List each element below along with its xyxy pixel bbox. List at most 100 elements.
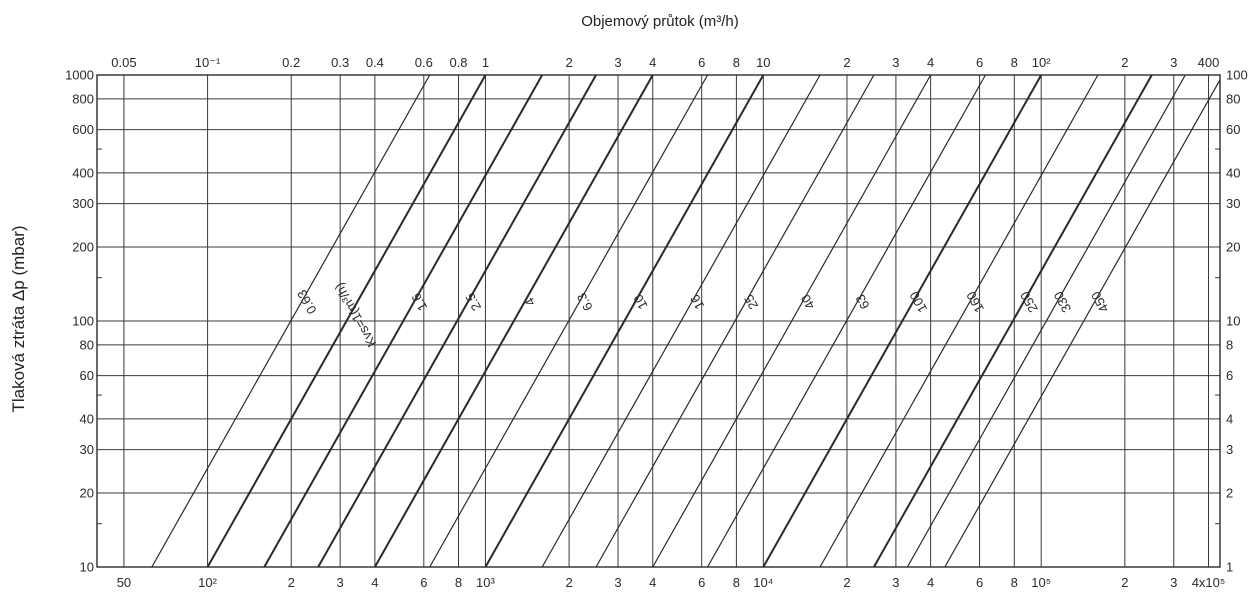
x-top-tick-label: 10⁻¹ [195,55,221,70]
y-left-tick-label: 80 [80,337,94,352]
kvs-label-450: 450 [1088,289,1112,315]
x-top-tick-label: 400 [1198,55,1220,70]
x-bottom-tick-label: 4x10⁵ [1192,575,1226,590]
x-bottom-tick-label: 10⁵ [1031,575,1051,590]
x-top-tick-label: 2 [565,55,572,70]
y-right-tick-label: 1 [1226,560,1233,575]
y-right-tick-label: 60 [1226,122,1240,137]
y-left-tick-label: 10 [80,560,94,575]
kvs-label-100: 100 [906,289,930,315]
kvs-line-0-63 [151,74,431,568]
y-left-tick-label: 800 [72,91,94,106]
grid [96,74,1221,568]
kvs-line-330 [906,74,1186,568]
y-left-tick-label: 60 [80,368,94,383]
x-top-tick-label: 0.2 [282,55,300,70]
x-top-tick-label: 0.8 [449,55,467,70]
tick-labels: 10 20 30 40 60 80 100 200 300 400 600 800 1000 1 2 3 4 6 8… [65,55,1248,590]
kvs-line-16 [541,74,821,568]
y-left-tick-label: 200 [72,239,94,254]
kvs-line-250 [873,74,1153,568]
kvs-line-4 [374,74,654,568]
kvs-line-10 [484,74,765,568]
kvs-line-160 [819,74,1099,568]
y-left-tick-label: 400 [72,165,94,180]
y-left-tick-label: 300 [72,196,94,211]
kvs-label-1-6: 1.6 [408,290,430,313]
x-bottom-tick-label: 10⁴ [753,575,773,590]
x-bottom-tick-label: 2 [843,575,850,590]
x-bottom-tick-label: 6 [698,575,705,590]
x-top-tick-label: 0.6 [415,55,433,70]
y-right-tick-label: 10 [1226,314,1240,329]
y-left-tick-label: 600 [72,122,94,137]
kvs-label-0-63: 0.63 [294,287,320,316]
kvs-label-10: 10 [630,292,650,312]
x-top-tick-label: 10 [756,55,770,70]
kvs-lines: 0.63 Kvs=1(m³/h) 1.6 2.5 4 6.3 10 16 25 40 63 100 16… [151,74,1221,568]
x-bottom-tick-label: 6 [976,575,983,590]
x-bottom-tick-label: 4 [927,575,934,590]
x-bottom-tick-label: 8 [733,575,740,590]
kvs-label-40: 40 [798,292,818,312]
x-bottom-tick-label: 10³ [476,575,495,590]
x-top-tick-label: 0.3 [331,55,349,70]
x-bottom-tick-label: 4 [371,575,378,590]
x-bottom-tick-label: 2 [565,575,572,590]
y-left-tick-label: 30 [80,442,94,457]
kvs-label-6-3: 6.3 [574,290,596,313]
x-top-tick-label: 10² [1032,55,1051,70]
x-top-tick-label: 1 [482,55,489,70]
kvs-line-40 [652,74,932,568]
y-right-tick-label: 4 [1226,411,1233,426]
y-right-tick-label: 3 [1226,442,1233,457]
kvs-label-160: 160 [963,289,987,315]
y-right-tick-label: 6 [1226,368,1233,383]
y-left-tick-label: 100 [72,314,94,329]
y-right-tick-label: 80 [1226,91,1240,106]
x-top-tick-label: 8 [733,55,740,70]
x-top-tick-label: 2 [1121,55,1128,70]
x-top-tick-label: 4 [927,55,934,70]
x-top-tick-label: 0.05 [111,55,136,70]
x-top-tick-label: 4 [649,55,656,70]
y-right-tick-label: 2 [1226,485,1233,500]
x-bottom-tick-label: 10² [198,575,217,590]
kvs-line-6-3 [429,74,709,568]
y-right-tick-label: 40 [1226,165,1240,180]
kvs-label-16: 16 [687,292,707,312]
x-bottom-tick-label: 3 [337,575,344,590]
kvs-label-4: 4 [522,295,539,309]
x-bottom-tick-label: 2 [1121,575,1128,590]
kvs-label-63: 63 [852,292,872,312]
x-bottom-tick-label: 3 [892,575,899,590]
x-top-tick-label: 2 [843,55,850,70]
kvs-line-1-6 [263,74,544,568]
y-axis-title: Tlaková ztráta Δp (mbar) [9,225,28,412]
chart-title: Objemový průtok (m³/h) [581,13,739,30]
plot-frame [96,74,1221,568]
kvs-line-1 [206,74,487,568]
kvs-label-330: 330 [1051,289,1075,315]
x-top-tick-label: 6 [976,55,983,70]
x-top-tick-label: 3 [1170,55,1177,70]
x-top-tick-label: 0.4 [366,55,384,70]
x-bottom-tick-label: 8 [455,575,462,590]
x-bottom-tick-label: 3 [614,575,621,590]
y-right-tick-label: 20 [1226,239,1240,254]
x-bottom-tick-label: 4 [649,575,656,590]
x-bottom-tick-label: 8 [1011,575,1018,590]
kvs-line-450 [944,79,1221,568]
kvs-line-25 [595,74,875,568]
kvs-line-100 [762,74,1043,568]
x-top-tick-label: 3 [614,55,621,70]
y-right-tick-label: 100 [1226,68,1248,83]
x-bottom-tick-label: 6 [420,575,427,590]
kvs-line-2-5 [317,74,597,568]
y-left-tick-label: 40 [80,411,94,426]
x-top-tick-label: 3 [892,55,899,70]
kvs-label-25: 25 [741,292,761,312]
x-top-tick-label: 8 [1011,55,1018,70]
y-right-tick-label: 30 [1226,196,1240,211]
